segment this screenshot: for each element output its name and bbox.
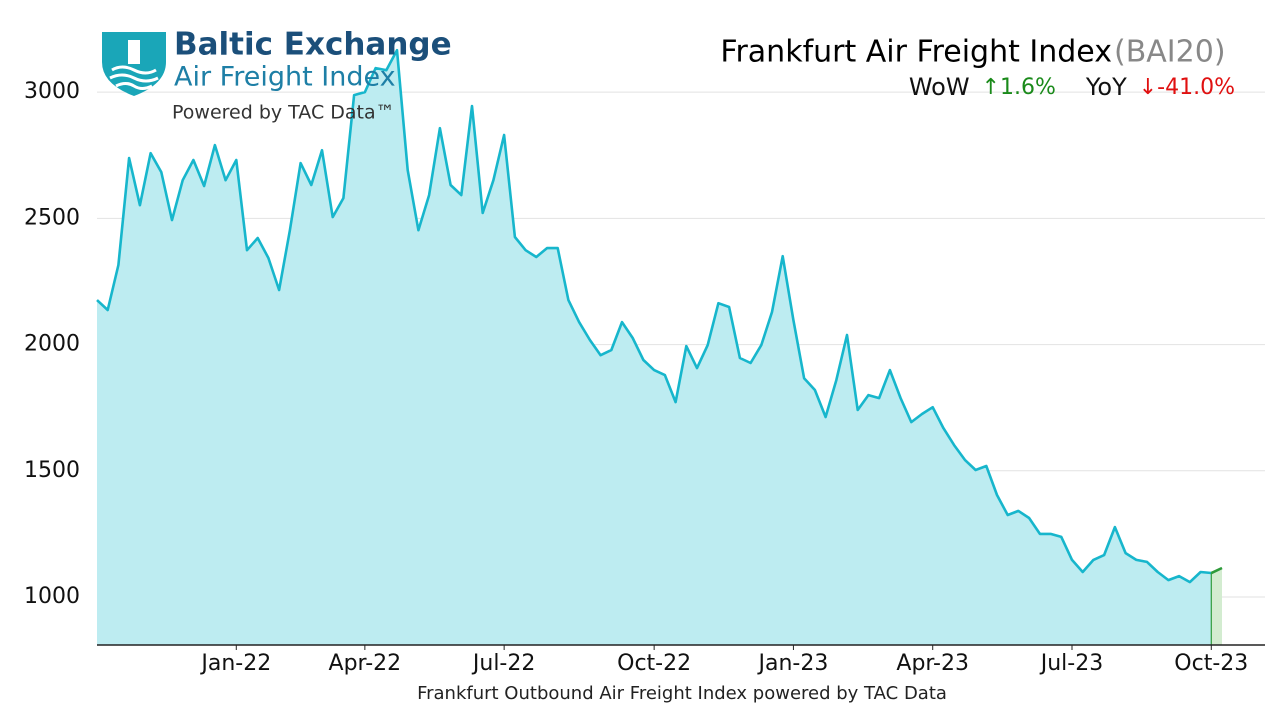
chart-title: Frankfurt Air Freight Index (720, 35, 1112, 70)
y-tick-label: 2500 (24, 205, 80, 230)
x-tick-label: Jan-22 (199, 651, 271, 676)
latest-line (1210, 566, 1223, 575)
y-tick-label: 3000 (24, 79, 80, 104)
stat-change: ↑1.6% (982, 75, 1056, 100)
y-tick-label: 1000 (24, 584, 80, 609)
logo-powered: Powered by TAC Data™ (172, 102, 395, 124)
x-tick-label: Oct-22 (617, 651, 691, 676)
stat-change: ↓-41.0% (1139, 75, 1235, 100)
logo-name: Baltic Exchange (174, 27, 452, 63)
title-code: (BAI20) (1114, 35, 1226, 70)
logo: Baltic Exchange Air Freight Index Powere… (102, 27, 452, 124)
x-axis-label: Frankfurt Outbound Air Freight Index pow… (417, 683, 947, 704)
stat-label: YoY (1085, 73, 1127, 101)
area (97, 50, 1212, 645)
y-tick-label: 2000 (24, 332, 80, 357)
x-tick-label: Apr-22 (329, 651, 402, 676)
latest-area (1211, 568, 1222, 645)
y-tick-label: 1500 (24, 458, 80, 483)
logo-lighthouse (128, 40, 140, 64)
x-tick-label: Jul-22 (471, 651, 535, 676)
x-tick-label: Apr-23 (896, 651, 969, 676)
stats: WoW ↑1.6% YoY ↓-41.0% (909, 73, 1235, 101)
logo-product: Air Freight Index (174, 62, 396, 93)
stat-label: WoW (909, 73, 970, 101)
x-tick-label: Jul-23 (1039, 651, 1103, 676)
x-tick-label: Oct-23 (1174, 651, 1248, 676)
logo-waves (109, 65, 159, 90)
x-tick-label: Jan-23 (756, 651, 828, 676)
plot (96, 48, 1265, 645)
line (96, 48, 1212, 584)
